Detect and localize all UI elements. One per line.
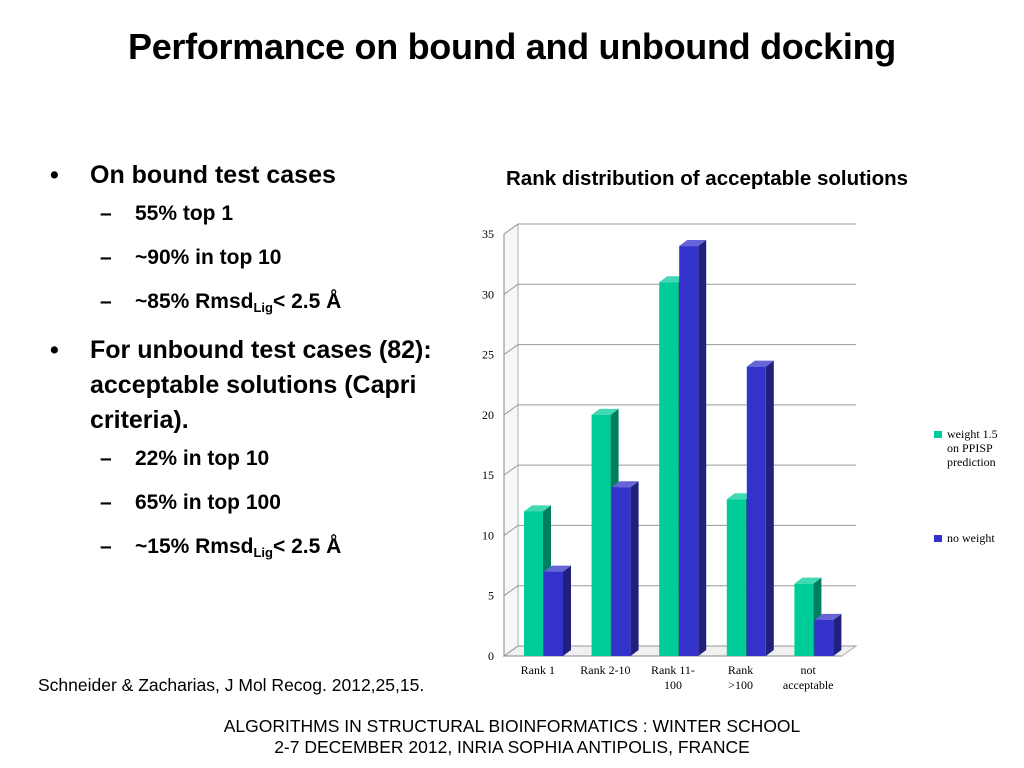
legend-swatch [934,431,942,438]
slide-title: Performance on bound and unbound docking [128,26,896,67]
gridline-side [503,404,519,416]
gridline-side [503,645,519,657]
gridline-side [503,585,519,597]
footer: ALGORITHMS IN STRUCTURAL BIOINFORMATICS … [0,716,1024,758]
gridline-side [503,223,519,235]
sub-bullet: – ~85% RmsdLig< 2.5 Å [48,287,468,317]
subscript-text: Lig [253,545,273,560]
y-tick-label: 30 [482,287,494,301]
bar-side-no-weight [833,613,842,656]
bar-weight [726,499,746,656]
footer-line-1: ALGORITHMS IN STRUCTURAL BIOINFORMATICS … [223,716,801,736]
sub-bullet: – ~90% in top 10 [48,243,468,273]
x-tick-label: not acceptable [783,663,834,692]
citation: Schneider & Zacharias, J Mol Recog. 2012… [38,675,425,695]
sub-bullet-text: 22% in top 10 [135,447,270,470]
bullet-text: On bound test cases [90,161,336,189]
gridline-side [503,344,519,355]
bar-top-no-weight [746,360,774,367]
sub-bullet-text-pre: ~15% Rmsd [135,535,254,558]
sub-bullet: – 65% in top 100 [48,488,468,518]
sub-bullet-text-post: < 2.5 Å [272,290,342,313]
bar-side-no-weight [698,240,707,657]
bullet-unbound: • For unbound test cases (82): acceptabl… [48,333,468,438]
y-tick-label: 35 [482,227,494,241]
bar-top-no-weight [679,240,707,247]
sub-bullet-text: 65% in top 100 [135,491,281,514]
dash-marker: – [100,246,112,269]
gridline-side [503,525,519,536]
legend-label-line: prediction [947,455,996,469]
y-tick-label: 25 [482,348,494,362]
sub-bullet: – ~15% RmsdLig< 2.5 Å [48,532,468,562]
x-tick-label-line: Rank [728,663,753,677]
bar-top-no-weight [611,481,639,488]
bar-weight [659,282,679,656]
x-tick-label-line: not [801,663,817,677]
sub-bullet-text: 55% top 1 [135,202,234,225]
x-tick-label-line: acceptable [783,678,834,692]
x-tick-label-line: Rank 2-10 [580,663,630,677]
bar-side-no-weight [630,481,639,656]
bar-top-weight [524,505,551,512]
chart-title: Rank distribution of acceptable solution… [506,167,909,190]
bullet-marker: • [50,161,59,189]
legend-label-line: no weight [947,531,995,545]
x-tick-label: Rank >100 [728,663,753,692]
bullet-text: For unbound test cases (82): acceptable … [90,336,432,434]
dash-marker: – [100,491,112,514]
dash-marker: – [100,535,112,558]
sub-bullet: – 22% in top 10 [48,444,468,474]
bullet-bound: • On bound test cases [48,158,468,193]
bar-top-weight [591,408,619,415]
x-tick-label: Rank 11-100 [651,663,695,692]
bar-weight [794,583,814,656]
bar-top-no-weight [544,565,571,572]
footer-line-2: 2-7 DECEMBER 2012, INRIA SOPHIA ANTIPOLI… [274,737,750,757]
bar-no-weight [544,571,563,656]
y-tick-label: 20 [482,408,494,422]
dash-marker: – [100,447,112,470]
y-tick-label: 15 [482,468,494,482]
bar-weight [591,414,611,656]
legend-label-line: weight 1.5 [947,427,998,441]
bar-no-weight [611,487,631,656]
y-tick-label: 0 [488,649,494,663]
legend-label-line: on PPISP [947,441,993,455]
y-tick-label: 5 [488,589,494,603]
sub-bullet-text-pre: ~85% Rmsd [135,290,254,313]
bar-side-no-weight [563,565,571,656]
bar-weight [524,511,543,656]
gridline-side [503,283,519,295]
sub-bullet: – 55% top 1 [48,199,468,229]
bar-top-no-weight [814,613,842,620]
bar-no-weight [746,366,766,656]
sub-bullet-text-post: < 2.5 Å [272,535,342,558]
bar-top-weight [794,577,822,584]
x-tick-label-line: Rank 11- [651,663,695,677]
y-tick-label: 10 [482,528,494,542]
bar-no-weight [679,246,699,657]
sub-bullet-text: ~90% in top 10 [135,246,282,269]
bullet-marker: • [50,336,59,364]
legend-swatch [934,535,942,542]
x-tick-label: Rank 1 [521,663,555,677]
bullet-list: • On bound test cases – 55% top 1 – ~90%… [48,158,468,576]
subscript-text: Lig [253,300,273,315]
x-tick-label-line: >100 [728,678,753,692]
bar-no-weight [814,619,834,656]
bar-chart: 0 5 10 15 20 25 30 35 Rank 1 Rank 2-10 Rank 11-100… [482,223,998,692]
legend-label: no weight [947,531,995,545]
x-tick-label-line: 100 [664,678,682,692]
bar-side-no-weight [765,360,774,656]
x-tick-label: Rank 2-10 [580,663,630,677]
gridline-side [503,464,519,476]
dash-marker: – [100,290,112,313]
dash-marker: – [100,202,112,225]
x-tick-label-line: Rank 1 [521,663,555,677]
legend-label: weight 1.5 on PPISP prediction [947,427,998,469]
